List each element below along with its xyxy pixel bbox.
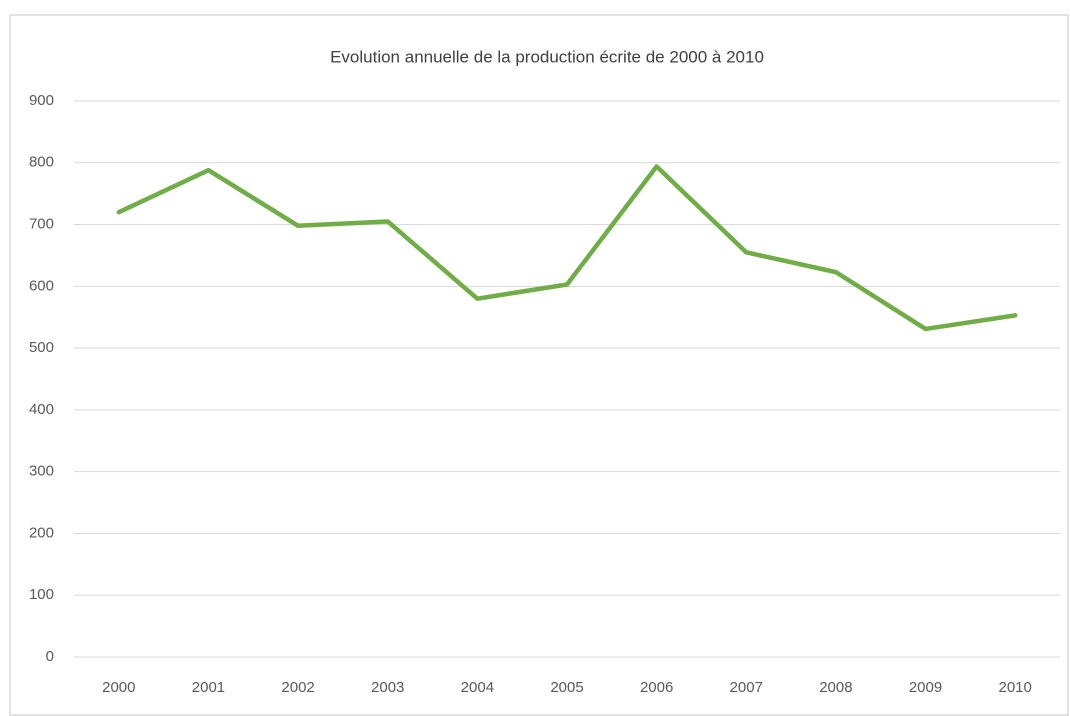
y-tick-label: 0 (46, 648, 54, 665)
x-tick-label: 2002 (281, 679, 314, 696)
y-tick-label: 400 (29, 401, 54, 418)
y-tick-label: 200 (29, 524, 54, 541)
x-tick-label: 2007 (730, 679, 763, 696)
x-tick-label: 2009 (909, 679, 942, 696)
y-tick-label: 600 (29, 277, 54, 294)
x-tick-label: 2004 (461, 679, 494, 696)
x-tick-label: 2008 (819, 679, 852, 696)
x-tick-label: 2003 (371, 679, 404, 696)
x-tick-label: 2001 (192, 679, 225, 696)
y-tick-label: 900 (29, 92, 54, 109)
x-tick-label: 2006 (640, 679, 673, 696)
y-tick-label: 500 (29, 339, 54, 356)
chart-frame (9, 14, 1069, 716)
data-line (116, 164, 1018, 332)
y-tick-label: 100 (29, 586, 54, 603)
chart-title: Evolution annuelle de la production écri… (330, 47, 764, 66)
x-tick-label: 2010 (998, 679, 1031, 696)
x-tick-label: 2005 (550, 679, 583, 696)
y-tick-label: 300 (29, 463, 54, 480)
y-tick-label: 800 (29, 154, 54, 171)
x-tick-label: 2000 (102, 679, 135, 696)
y-tick-label: 700 (29, 216, 54, 233)
